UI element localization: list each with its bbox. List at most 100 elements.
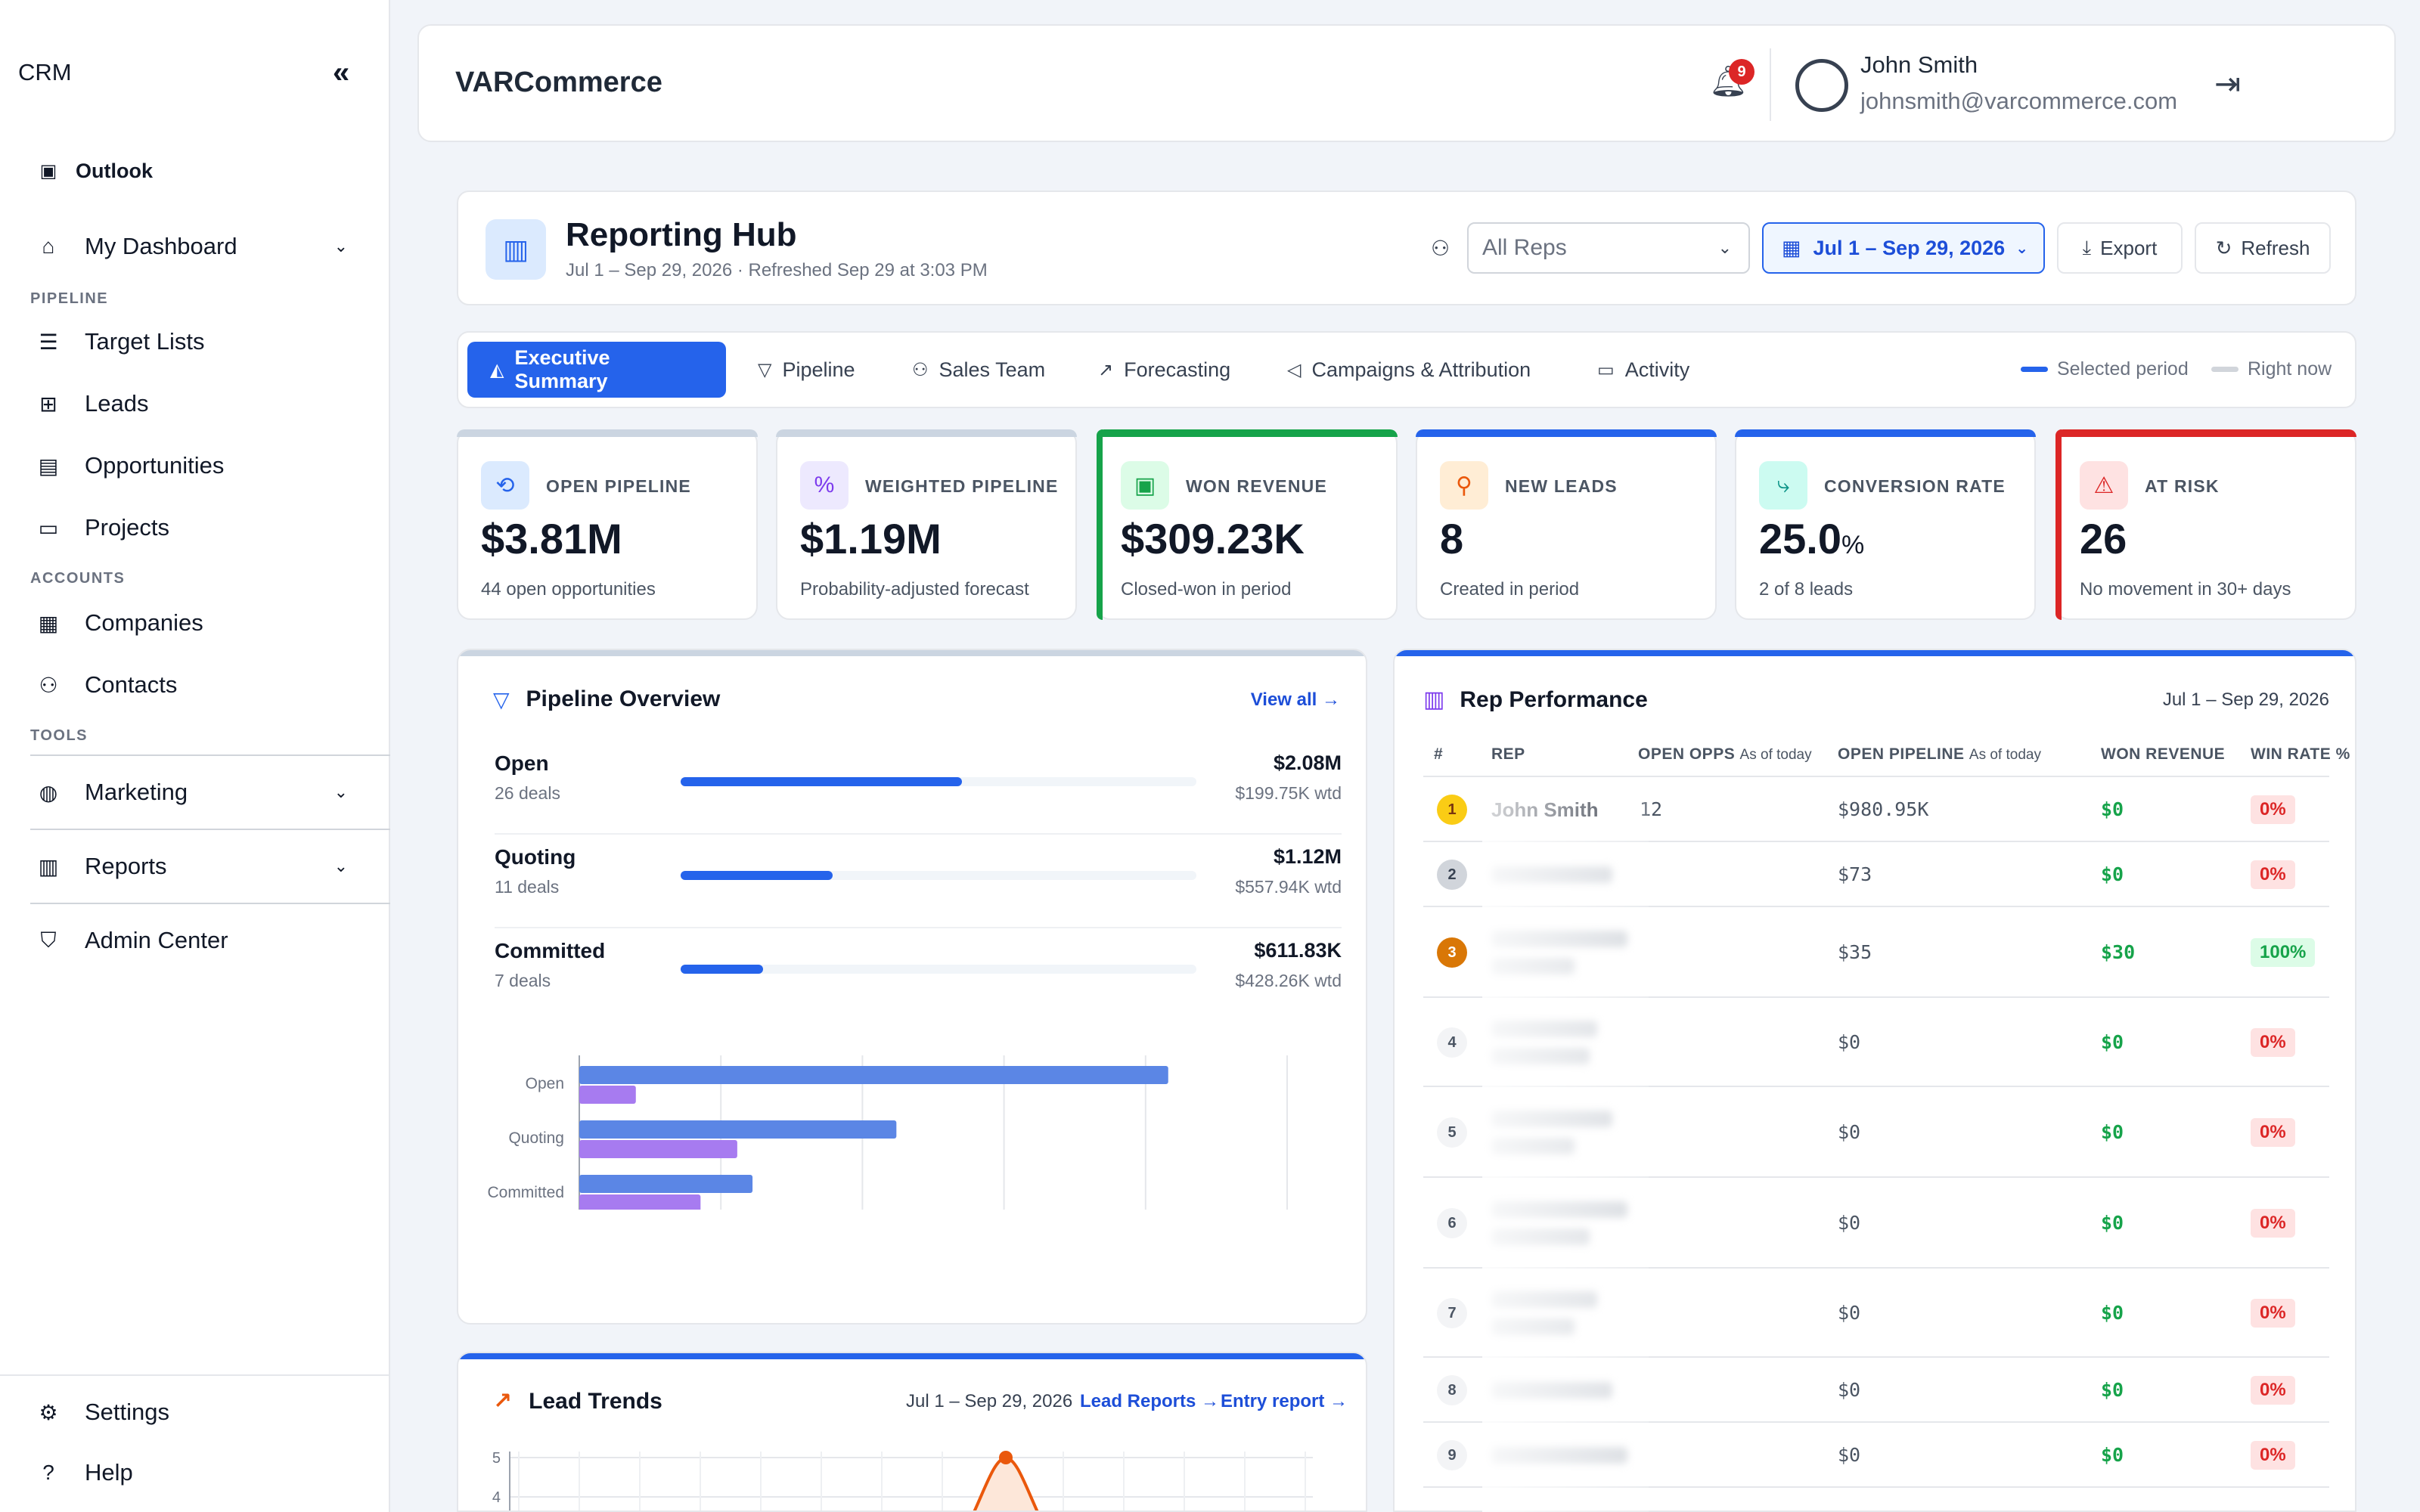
sidebar-item-contacts[interactable]: ⚇ Contacts [30, 658, 375, 712]
header-divider [1770, 48, 1771, 121]
win-rate-badge: 0% [2251, 1028, 2295, 1057]
logout-icon[interactable]: ⇥ [2214, 66, 2242, 101]
kpi-card-open-pipeline[interactable]: ⟲ OPEN PIPELINE $3.81M 44 open opportuni… [457, 429, 758, 620]
won-revenue: $0 [2101, 1121, 2124, 1143]
rank-badge: 5 [1437, 1117, 1467, 1148]
sidebar-item-leads[interactable]: ⊞ Leads [30, 376, 375, 431]
kpi-sub: 44 open opportunities [481, 579, 656, 600]
sidebar-item-marketing[interactable]: ◍ Marketing ⌄ [30, 765, 375, 820]
col-header-win-rate[interactable]: WIN RATE % [2251, 745, 2350, 763]
col-header-label: OPEN OPPS [1638, 745, 1736, 763]
sidebar-item-label: Marketing [85, 779, 188, 805]
sidebar-section-tools: TOOLS [30, 727, 88, 744]
tab-campaigns-attribution[interactable]: ◁ Campaigns & Attribution [1287, 342, 1531, 398]
sidebar-item-help[interactable]: ? Help [30, 1445, 375, 1500]
kpi-value: $3.81M [481, 514, 622, 563]
bar-pipeline-value [579, 1175, 753, 1193]
sidebar-divider [30, 903, 390, 904]
reporting-hub-bar: ▥ Reporting Hub Jul 1 – Sep 29, 2026 · R… [457, 191, 2356, 305]
kpi-card-weighted-pipeline[interactable]: % WEIGHTED PIPELINE $1.19M Probability-a… [776, 429, 1077, 620]
kpi-card-conversion-rate[interactable]: ⤷ CONVERSION RATE 25.0% 2 of 8 leads [1735, 429, 2036, 620]
won-revenue: $0 [2101, 798, 2124, 820]
card-accent [458, 650, 1366, 656]
stage-row[interactable]: Open 26 deals $2.08M $199.75K wtd [495, 751, 1342, 835]
sidebar: CRM « ▣ Outlook ⌂ My Dashboard ⌄ PIPELIN… [0, 0, 390, 1512]
funnel-icon: ▽ [493, 687, 510, 711]
tab-activity[interactable]: ▭ Activity [1597, 342, 1689, 398]
kpi-sub: Closed-won in period [1121, 579, 1292, 600]
trend-icon: ↗ [1098, 359, 1114, 380]
open-pipeline: $0 [1838, 1212, 1861, 1234]
sidebar-item-outlook[interactable]: ▣ Outlook [30, 144, 375, 198]
col-header-open-opps[interactable]: OPEN OPPS As of today [1638, 745, 1812, 764]
rank-badge: 1 [1437, 795, 1467, 825]
view-all-link[interactable]: View all → [1250, 689, 1340, 710]
lead-trends-title: ↗ Lead Trends [493, 1388, 662, 1414]
col-header-label: OPEN PIPELINE [1838, 745, 1965, 763]
sidebar-item-target-lists[interactable]: ☰ Target Lists [30, 314, 375, 369]
col-header-open-pipeline[interactable]: OPEN PIPELINE As of today [1838, 745, 2041, 764]
sidebar-item-companies[interactable]: ▦ Companies [30, 596, 375, 650]
pipeline-icon: ⟲ [481, 461, 529, 510]
chat-icon: ▭ [1597, 359, 1615, 380]
y-category-label: Open [526, 1075, 564, 1092]
open-pipeline: $0 [1838, 1302, 1861, 1324]
funnel-icon: ▽ [758, 359, 772, 380]
sidebar-item-label: My Dashboard [85, 233, 237, 259]
tab-pipeline[interactable]: ▽ Pipeline [758, 342, 855, 398]
sidebar-item-label: Help [85, 1459, 133, 1486]
tab-label: Activity [1624, 358, 1690, 381]
tab-forecasting[interactable]: ↗ Forecasting [1098, 342, 1230, 398]
lead-trends-date: Jul 1 – Sep 29, 2026 [906, 1391, 1073, 1411]
sidebar-item-admin-center[interactable]: ⛉ Admin Center [30, 913, 375, 968]
sidebar-item-projects[interactable]: ▭ Projects [30, 500, 375, 555]
sidebar-item-settings[interactable]: ⚙ Settings [30, 1385, 375, 1439]
sidebar-item-label: Projects [85, 514, 169, 541]
sidebar-item-my-dashboard[interactable]: ⌂ My Dashboard ⌄ [30, 219, 375, 274]
kpi-card-won-revenue[interactable]: ▣ WON REVENUE $309.23K Closed-won in per… [1097, 429, 1398, 620]
col-header-won-revenue[interactable]: WON REVENUE [2101, 745, 2226, 763]
kpi-accent [457, 429, 758, 437]
avatar[interactable] [1795, 59, 1848, 112]
col-header-rep[interactable]: REP [1491, 745, 1525, 763]
win-rate-badge: 0% [2251, 1209, 2295, 1238]
kpi-card-new-leads[interactable]: ⚲ NEW LEADS 8 Created in period [1416, 429, 1717, 620]
won-revenue: $0 [2101, 1444, 2124, 1466]
export-button[interactable]: ⤓ Export [2057, 222, 2183, 274]
legend-swatch [2211, 367, 2238, 372]
card-accent [1395, 650, 2355, 656]
kpi-sub: 2 of 8 leads [1759, 579, 1854, 600]
stage-row[interactable]: Committed 7 deals $611.83K $428.26K wtd [495, 939, 1342, 1022]
col-header-rank: # [1434, 745, 1444, 763]
won-revenue: $30 [2101, 941, 2136, 963]
stage-progress-track [681, 871, 1196, 880]
sidebar-item-label: Target Lists [85, 328, 205, 355]
col-header-note: As of today [1969, 747, 2041, 763]
stage-name: Committed [495, 939, 606, 962]
stage-value: $2.08M [1273, 751, 1342, 774]
kpi-value: 25.0% [1759, 514, 1864, 563]
stage-row[interactable]: Quoting 11 deals $1.12M $557.94K wtd [495, 845, 1342, 928]
user-name: John Smith [1860, 51, 1978, 78]
refresh-icon: ↻ [2215, 236, 2232, 259]
tab-executive-summary[interactable]: ◭ Executive Summary [467, 342, 726, 398]
rank-badge: 8 [1437, 1375, 1467, 1405]
sidebar-item-opportunities[interactable]: ▤ Opportunities [30, 438, 375, 493]
warning-icon: ⚠︎ [2080, 461, 2128, 510]
sidebar-item-reports[interactable]: ▥ Reports ⌄ [30, 839, 375, 894]
y-tick-label: 4 [492, 1489, 501, 1506]
refresh-button[interactable]: ↻ Refresh [2195, 222, 2331, 274]
reps-select[interactable]: All Reps ⌄ [1467, 222, 1750, 274]
win-rate-badge: 0% [2251, 1441, 2295, 1470]
collapse-sidebar-icon[interactable]: « [333, 56, 350, 89]
tab-sales-team[interactable]: ⚇ Sales Team [912, 342, 1045, 398]
lead-reports-link[interactable]: Lead Reports → [1080, 1391, 1220, 1411]
win-rate-badge: 0% [2251, 795, 2295, 824]
date-range-picker[interactable]: ▦ Jul 1 – Sep 29, 2026 ⌄ [1762, 222, 2045, 274]
entry-report-link[interactable]: Entry report → [1221, 1391, 1348, 1411]
legend-label: Right now [2248, 358, 2332, 380]
kpi-card-at-risk[interactable]: ⚠︎ AT RISK 26 No movement in 30+ days [2055, 429, 2356, 620]
won-revenue: $0 [2101, 863, 2124, 885]
legend-right-now: Right now [2211, 358, 2332, 380]
bar-chart-icon: ▥ [486, 219, 546, 280]
